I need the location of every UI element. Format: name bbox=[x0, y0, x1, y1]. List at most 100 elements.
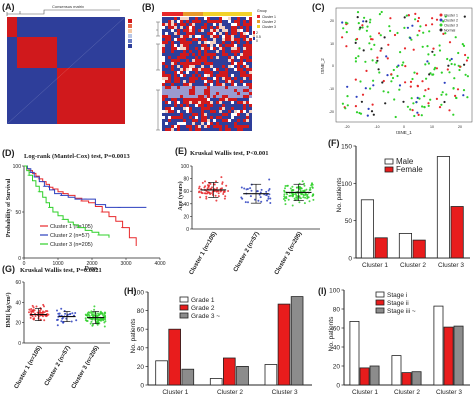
data-point bbox=[259, 196, 262, 199]
heatmap-cell bbox=[201, 44, 204, 47]
heatmap-cell bbox=[240, 71, 243, 74]
heatmap-cell bbox=[177, 62, 180, 65]
heatmap-cell bbox=[198, 62, 201, 65]
heatmap-cell bbox=[228, 104, 231, 107]
tsne-point bbox=[369, 87, 372, 90]
heatmap-cell bbox=[177, 17, 180, 20]
tsne-point bbox=[443, 81, 446, 84]
x-category-label: Cluster 2 bbox=[394, 389, 420, 396]
heatmap-cell bbox=[243, 71, 246, 74]
heatmap-cell bbox=[228, 74, 231, 77]
heatmap-cell bbox=[213, 68, 216, 71]
data-point bbox=[34, 315, 37, 317]
heatmap-cell bbox=[225, 65, 228, 68]
heatmap-cell bbox=[210, 74, 213, 77]
heatmap-cell bbox=[171, 110, 174, 113]
consensus-title: Consensus matrix bbox=[52, 4, 84, 9]
data-point bbox=[32, 306, 35, 309]
x-category-label: Cluster 1 bbox=[352, 389, 378, 396]
tsne-point bbox=[452, 87, 455, 90]
heatmap-cell bbox=[243, 50, 246, 53]
heatmap-cell bbox=[213, 107, 216, 110]
heatmap-cell bbox=[174, 71, 177, 74]
y-axis-label: Age (years) bbox=[177, 181, 184, 210]
heatmap-cell bbox=[177, 113, 180, 116]
data-point bbox=[104, 320, 107, 323]
heatmap-cell bbox=[192, 98, 195, 101]
heatmap-cell bbox=[168, 92, 171, 95]
heatmap-cell bbox=[174, 17, 177, 20]
group-bar-cluster-1 bbox=[162, 12, 183, 16]
heatmap-cell bbox=[225, 83, 228, 86]
heatmap-cell bbox=[219, 23, 222, 26]
tsne-xtick: -20 bbox=[344, 125, 349, 129]
heatmap-cell bbox=[186, 44, 189, 47]
x-tick-label: 3000 bbox=[120, 261, 131, 267]
heatmap-cell bbox=[213, 41, 216, 44]
heatmap-cell bbox=[237, 89, 240, 92]
tsne-point bbox=[403, 26, 406, 29]
tsne-point bbox=[442, 32, 445, 36]
heatmap-cell bbox=[207, 74, 210, 77]
heatmap-cell bbox=[171, 56, 174, 59]
heatmap-cell bbox=[207, 56, 210, 59]
heatmap-cell bbox=[180, 107, 183, 110]
heatmap-cell bbox=[183, 50, 186, 53]
heatmap-cell bbox=[231, 113, 234, 116]
heatmap-cell bbox=[228, 68, 231, 71]
heatmap-cell bbox=[237, 17, 240, 20]
data-point bbox=[244, 201, 247, 204]
tsne-point bbox=[454, 94, 457, 97]
heatmap-cell bbox=[207, 101, 210, 104]
heatmap-cell bbox=[162, 77, 165, 80]
heatmap-cell bbox=[228, 113, 231, 116]
heatmap-cell bbox=[237, 59, 240, 62]
tsne-point bbox=[392, 68, 395, 72]
tsne-point bbox=[427, 104, 430, 107]
heatmap-cell bbox=[222, 77, 225, 80]
tsne-point bbox=[402, 100, 405, 103]
heatmap-cell bbox=[231, 89, 234, 92]
heatmap-cell bbox=[213, 119, 216, 122]
heatmap-cell bbox=[204, 119, 207, 122]
heatmap-cell bbox=[201, 116, 204, 119]
heatmap-cell bbox=[243, 23, 246, 26]
heatmap-cell bbox=[240, 47, 243, 50]
tsne-point bbox=[406, 26, 409, 29]
heatmap-cell bbox=[204, 41, 207, 44]
tsne-point bbox=[381, 81, 384, 84]
heatmap-cell bbox=[234, 29, 237, 32]
heatmap-cell bbox=[240, 62, 243, 65]
heatmap-cell bbox=[234, 17, 237, 20]
heatmap-cell bbox=[240, 38, 243, 41]
bar-male bbox=[360, 199, 374, 259]
heatmap-cell bbox=[207, 125, 210, 128]
y-tick-label: 0 bbox=[18, 256, 21, 262]
heatmap-cell bbox=[237, 122, 240, 125]
heatmap-cell bbox=[198, 41, 201, 44]
heatmap-cell bbox=[174, 89, 177, 92]
heatmap-cell bbox=[186, 89, 189, 92]
heatmap-cell bbox=[198, 119, 201, 122]
data-point bbox=[311, 195, 314, 197]
tsne-ytick: 20 bbox=[330, 19, 334, 23]
heatmap-cell bbox=[171, 113, 174, 116]
heatmap-cell bbox=[180, 128, 183, 131]
heatmap-cell bbox=[192, 50, 195, 53]
heatmap-cell bbox=[246, 116, 249, 119]
heatmap-cell bbox=[201, 59, 204, 62]
heatmap-cell bbox=[168, 125, 171, 128]
heatmap-cell bbox=[177, 101, 180, 104]
legend-swatch-1 bbox=[375, 291, 385, 298]
heatmap-cell bbox=[237, 101, 240, 104]
consensus-heatmap bbox=[6, 16, 126, 125]
heatmap-cell bbox=[165, 95, 168, 98]
heatmap-cell bbox=[195, 17, 198, 20]
data-point bbox=[91, 317, 94, 320]
heatmap-cell bbox=[177, 53, 180, 56]
heatmap-cell bbox=[165, 47, 168, 50]
tsne-point bbox=[346, 95, 349, 98]
heatmap-cell bbox=[186, 56, 189, 59]
tsne-point bbox=[409, 80, 413, 83]
